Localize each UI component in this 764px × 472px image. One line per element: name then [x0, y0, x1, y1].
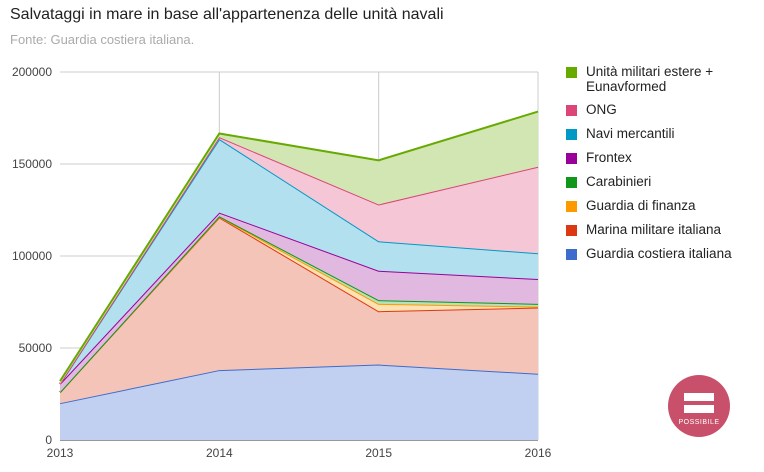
legend-item: ONG: [566, 102, 751, 117]
x-tick-label: 2016: [525, 446, 552, 460]
x-tick-label: 2013: [47, 446, 74, 460]
legend-item: Guardia di finanza: [566, 198, 751, 213]
legend-label: Carabinieri: [586, 174, 652, 189]
legend-swatch: [566, 201, 577, 212]
legend-label: Marina militare italiana: [586, 222, 722, 237]
area-1: [60, 217, 538, 404]
legend-swatch: [566, 153, 577, 164]
legend-swatch: [566, 105, 577, 116]
area-0: [60, 364, 538, 440]
legend-label: Guardia di finanza: [586, 198, 696, 213]
legend-item: Guardia costiera italiana: [566, 246, 751, 261]
legend-label: Unità militari estere + Eunavformed: [586, 64, 714, 94]
x-tick-label: 2015: [365, 446, 392, 460]
series-line-7: [59, 110, 539, 382]
legend-item: Carabinieri: [566, 174, 751, 189]
area-4: [60, 212, 538, 393]
logo-bar-top: [684, 393, 714, 401]
possibile-logo: POSSIBILE: [668, 375, 730, 437]
legend-swatch: [566, 249, 577, 260]
legend-label: ONG: [586, 102, 617, 117]
y-tick-label: 50000: [19, 341, 53, 355]
legend-label: Navi mercantili: [586, 126, 675, 141]
legend-swatch: [566, 177, 577, 188]
logo-text: POSSIBILE: [678, 419, 720, 426]
y-tick-label: 100000: [12, 249, 52, 263]
y-tick-label: 0: [45, 433, 52, 447]
legend-swatch: [566, 67, 577, 78]
legend-item: Unità militari estere + Eunavformed: [566, 64, 751, 94]
legend-item: Marina militare italiana: [566, 222, 751, 237]
legend-swatch: [566, 129, 577, 140]
legend-item: Frontex: [566, 150, 751, 165]
logo-bar-bottom: [684, 405, 714, 413]
legend-swatch: [566, 225, 577, 236]
x-tick-label: 2014: [206, 446, 233, 460]
y-tick-label: 150000: [12, 157, 52, 171]
area-7: [60, 111, 538, 384]
legend-item: Navi mercantili: [566, 126, 751, 141]
chart-title: Salvataggi in mare in base all'appartene…: [10, 6, 444, 23]
y-tick-label: 200000: [12, 65, 52, 79]
chart-subtitle: Fonte: Guardia costiera italiana.: [10, 32, 195, 47]
legend-label: Guardia costiera italiana: [586, 246, 732, 261]
legend-label: Frontex: [586, 150, 632, 165]
